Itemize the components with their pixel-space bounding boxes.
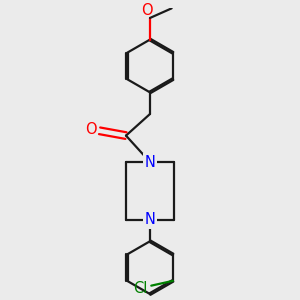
Text: Cl: Cl (134, 280, 148, 296)
Text: N: N (145, 154, 155, 169)
Text: O: O (85, 122, 97, 137)
Text: N: N (145, 212, 155, 227)
Text: O: O (141, 3, 152, 18)
